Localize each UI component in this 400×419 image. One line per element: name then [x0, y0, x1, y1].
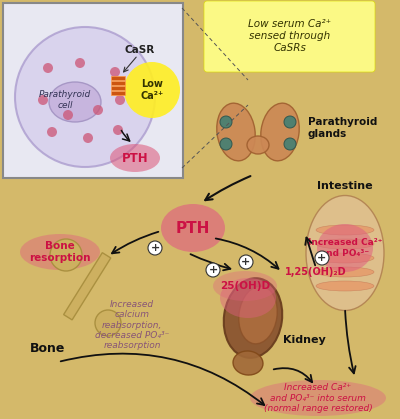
Text: PTH: PTH: [122, 152, 148, 165]
Circle shape: [43, 63, 53, 73]
Text: +: +: [241, 257, 251, 267]
Circle shape: [220, 116, 232, 128]
Ellipse shape: [306, 196, 384, 310]
Ellipse shape: [49, 82, 101, 122]
Text: +: +: [208, 265, 218, 275]
Text: Low
Ca²⁺: Low Ca²⁺: [140, 79, 164, 101]
Circle shape: [15, 27, 155, 167]
Text: Increased Ca²⁺
and PO₄³⁻ into serum
(normal range restored): Increased Ca²⁺ and PO₄³⁻ into serum (nor…: [264, 383, 372, 413]
Ellipse shape: [213, 271, 277, 301]
Text: Kidney: Kidney: [283, 335, 326, 345]
Circle shape: [124, 62, 180, 118]
Circle shape: [113, 125, 123, 135]
FancyBboxPatch shape: [204, 1, 375, 72]
Circle shape: [95, 310, 121, 336]
Circle shape: [284, 138, 296, 150]
Text: 25(OH)D: 25(OH)D: [220, 281, 270, 291]
Ellipse shape: [317, 224, 373, 272]
Ellipse shape: [233, 351, 263, 375]
Circle shape: [148, 241, 162, 255]
Ellipse shape: [316, 281, 374, 291]
Text: Parathyroid
glands: Parathyroid glands: [308, 117, 377, 139]
Text: Bone
resorption: Bone resorption: [29, 241, 91, 263]
Circle shape: [239, 255, 253, 269]
Text: Increased Ca²⁺
and PO₄³⁻: Increased Ca²⁺ and PO₄³⁻: [308, 238, 382, 258]
Ellipse shape: [247, 136, 269, 154]
Circle shape: [75, 58, 85, 68]
Circle shape: [315, 251, 329, 265]
FancyBboxPatch shape: [111, 86, 125, 90]
Ellipse shape: [250, 380, 386, 416]
Circle shape: [110, 67, 120, 77]
Text: CaSR: CaSR: [125, 45, 155, 55]
Ellipse shape: [217, 103, 255, 161]
Ellipse shape: [224, 278, 282, 358]
Ellipse shape: [316, 225, 374, 235]
FancyBboxPatch shape: [3, 3, 183, 178]
Circle shape: [50, 239, 82, 271]
Ellipse shape: [316, 239, 374, 249]
Circle shape: [47, 127, 57, 137]
FancyBboxPatch shape: [111, 91, 125, 95]
Text: Increased
calcium
reabsorption,
decreased PO₄³⁻
reabsorption: Increased calcium reabsorption, decrease…: [95, 300, 169, 350]
Text: +: +: [150, 243, 160, 253]
Text: 1,25(OH)₂D: 1,25(OH)₂D: [285, 267, 347, 277]
Circle shape: [83, 133, 93, 143]
Circle shape: [93, 105, 103, 115]
Ellipse shape: [110, 144, 160, 172]
Polygon shape: [64, 253, 111, 320]
Ellipse shape: [161, 204, 225, 252]
Ellipse shape: [239, 286, 277, 344]
Circle shape: [63, 110, 73, 120]
Circle shape: [284, 116, 296, 128]
Circle shape: [115, 95, 125, 105]
Text: Bone: Bone: [30, 341, 66, 354]
FancyBboxPatch shape: [111, 81, 125, 85]
Text: Parathyroid
cell: Parathyroid cell: [39, 91, 91, 110]
Text: PTH: PTH: [176, 220, 210, 235]
Circle shape: [206, 263, 220, 277]
Text: Low serum Ca²⁺
sensed through
CaSRs: Low serum Ca²⁺ sensed through CaSRs: [248, 19, 332, 53]
Circle shape: [220, 138, 232, 150]
Circle shape: [38, 95, 48, 105]
Ellipse shape: [20, 234, 100, 270]
Text: Intestine: Intestine: [317, 181, 373, 191]
Text: +: +: [317, 253, 327, 263]
Ellipse shape: [220, 278, 276, 318]
Ellipse shape: [316, 267, 374, 277]
Ellipse shape: [316, 253, 374, 263]
FancyBboxPatch shape: [111, 76, 125, 80]
Ellipse shape: [261, 103, 299, 161]
